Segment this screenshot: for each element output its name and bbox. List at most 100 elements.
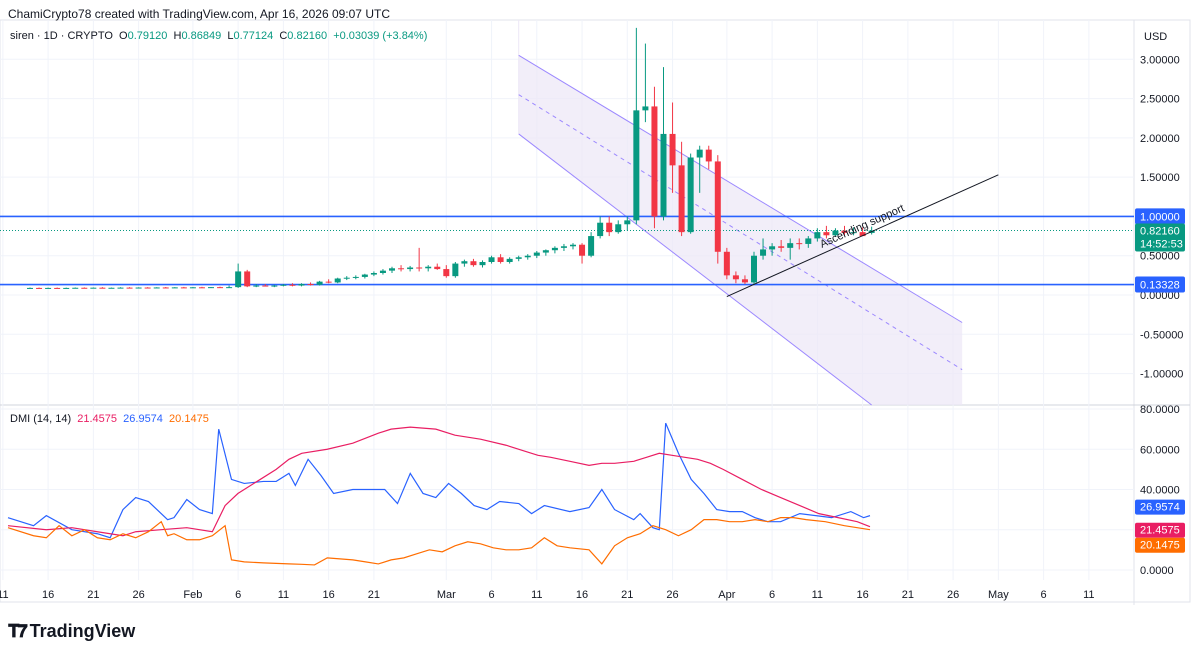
change-value: +0.03039 (+3.84%) xyxy=(333,30,428,42)
last-price-bg xyxy=(1135,223,1185,252)
candle-body xyxy=(461,261,468,264)
grid xyxy=(0,19,1191,605)
candle-body xyxy=(226,287,233,289)
x-tick-label: 6 xyxy=(235,589,241,601)
candle-body xyxy=(642,106,649,111)
dmi-tick-label: 60.0000 xyxy=(1140,444,1180,456)
candlestick-series xyxy=(27,27,875,289)
currency-label[interactable]: USD xyxy=(1144,31,1168,43)
dmi-value-label: 20.1475 xyxy=(1140,540,1180,552)
candle-body xyxy=(479,262,486,266)
candle-body xyxy=(316,281,323,285)
candle-body xyxy=(81,287,88,289)
channel-middle-line xyxy=(518,94,963,371)
x-tick-label: 11 xyxy=(1083,589,1094,601)
x-tick-label: 16 xyxy=(856,589,868,601)
candle-body xyxy=(153,287,160,289)
candle-body xyxy=(787,243,794,248)
candle-body xyxy=(198,287,205,289)
candle-body xyxy=(714,161,721,252)
candle-body xyxy=(633,110,640,221)
candle-body xyxy=(298,284,305,286)
dmi-tick-label: 40.0000 xyxy=(1140,484,1180,496)
candle-body xyxy=(570,244,576,247)
candle-body xyxy=(235,271,242,288)
dmi-plus-value: 21.4575 xyxy=(77,413,118,425)
dmi-legend: DMI (14, 14) 21.4575 26.9574 20.1475 xyxy=(10,413,209,425)
x-tick-label: 11 xyxy=(812,589,823,601)
dmi-minus-value: 26.9574 xyxy=(123,413,163,425)
x-tick-label: 16 xyxy=(576,589,588,601)
candle-body xyxy=(72,287,79,289)
candle-body xyxy=(823,232,830,236)
dmi-value-bg xyxy=(1135,537,1185,553)
time-axis: 11 16 21 26 Feb 6 11 16 21 Mar 6 11 16 21 26 Apr 6 11 16 21… xyxy=(0,589,1095,601)
close-value: 0.82160 xyxy=(287,30,328,42)
x-tick-label: 16 xyxy=(42,589,54,601)
low-label: L xyxy=(227,30,234,42)
x-tick-label: 6 xyxy=(1041,589,1047,601)
dmi-value-label: 26.9574 xyxy=(1140,502,1180,514)
symbol-name[interactable]: siren · 1D · CRYPTO xyxy=(10,30,113,42)
candle-body xyxy=(307,284,314,285)
candle-body xyxy=(669,133,676,166)
horizontal-levels xyxy=(0,215,1134,286)
creator-line: ChamiCrypto78 created with TradingView.c… xyxy=(8,7,390,21)
candle-body xyxy=(434,266,441,270)
candle-body xyxy=(696,149,703,158)
candle-body xyxy=(144,287,151,289)
last-price-label: 0.82160 xyxy=(1140,225,1180,237)
tradingview-brand: TradingView xyxy=(29,621,136,641)
trendline xyxy=(726,174,999,298)
x-tick-label: 26 xyxy=(666,589,678,601)
candle-body xyxy=(452,263,459,277)
candle-body xyxy=(253,285,260,287)
channel-fill xyxy=(518,55,963,405)
level-label: 0.13328 xyxy=(1140,280,1180,292)
dmi-value-bg xyxy=(1135,522,1185,538)
candle-body xyxy=(63,287,70,289)
close-label: C xyxy=(279,30,288,42)
candle-body xyxy=(760,249,767,256)
candle-body xyxy=(280,284,287,286)
dmi-panel xyxy=(7,422,871,566)
dmi-title[interactable]: DMI (14, 14) xyxy=(10,413,72,425)
candle-body xyxy=(389,268,395,271)
candle-body xyxy=(334,278,341,283)
candle-body xyxy=(244,271,251,287)
candle-body xyxy=(588,236,595,256)
candle-body xyxy=(515,257,522,259)
candle-body xyxy=(542,250,549,253)
candle-body xyxy=(687,157,694,233)
candle-body xyxy=(36,287,43,289)
dmi-value-bg xyxy=(1135,499,1185,515)
candle-body xyxy=(524,255,531,258)
candle-body xyxy=(271,285,278,287)
candle-body xyxy=(54,287,61,289)
price-tick-label: 3.00000 xyxy=(1140,54,1180,66)
candle-body xyxy=(651,106,658,217)
x-tick-label: 6 xyxy=(769,589,775,601)
high-value: 0.86849 xyxy=(181,30,222,42)
dmi-tick-label: 0.0000 xyxy=(1140,565,1174,577)
candle-body xyxy=(416,267,423,269)
candle-body xyxy=(126,287,133,289)
tradingview-logo-icon: 𝐓𝟕 xyxy=(8,621,28,641)
candle-body xyxy=(135,287,142,289)
countdown-label: 14:52:53 xyxy=(1140,238,1183,250)
level-label-bg xyxy=(1135,276,1185,293)
candle-body xyxy=(560,246,567,248)
candle-body xyxy=(497,257,504,262)
x-tick-label: 6 xyxy=(488,589,494,601)
candle-body xyxy=(814,232,821,239)
candle-body xyxy=(407,267,414,270)
dmi-minus-line xyxy=(7,426,871,537)
price-axes: 3.00000 2.50000 2.00000 1.50000 1.00000 0.500… xyxy=(1135,54,1185,577)
symbol-info: siren · 1D · CRYPTO O0.79120 H0.86849 L0… xyxy=(10,30,427,42)
candle-body xyxy=(217,287,224,289)
candle-body xyxy=(732,275,739,280)
candle-body xyxy=(208,287,214,289)
x-tick-label: 11 xyxy=(278,589,289,601)
adx-line xyxy=(7,517,871,566)
level-label: 1.00000 xyxy=(1140,211,1180,223)
